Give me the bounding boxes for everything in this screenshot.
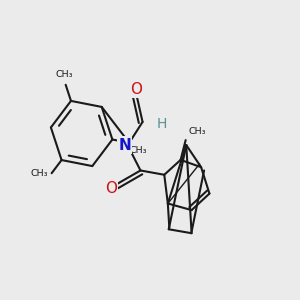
Text: H: H [157, 117, 167, 130]
Text: O: O [105, 181, 117, 196]
Text: CH₃: CH₃ [130, 146, 148, 155]
Text: CH₃: CH₃ [56, 70, 73, 80]
Text: O: O [130, 82, 142, 97]
Text: CH₃: CH₃ [31, 169, 48, 178]
Text: CH₃: CH₃ [188, 127, 206, 136]
Text: N: N [118, 137, 131, 152]
